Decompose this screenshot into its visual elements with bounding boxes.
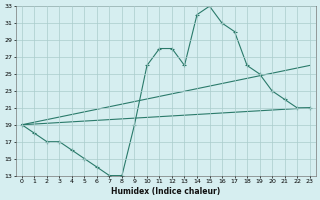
X-axis label: Humidex (Indice chaleur): Humidex (Indice chaleur)	[111, 187, 220, 196]
